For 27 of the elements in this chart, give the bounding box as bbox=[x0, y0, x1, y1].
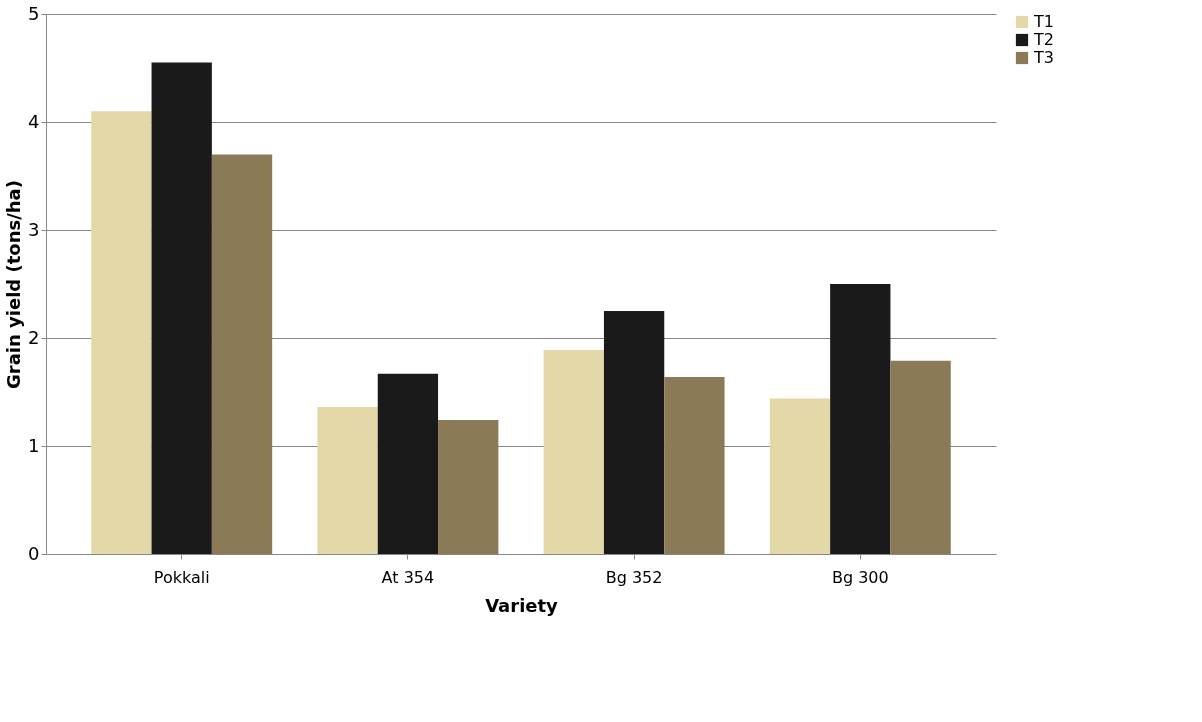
y-tick-label: 1 bbox=[28, 434, 40, 456]
legend-label: T3 bbox=[1033, 48, 1054, 67]
bar bbox=[91, 111, 152, 554]
bar bbox=[769, 398, 831, 554]
y-tick-label: 3 bbox=[28, 218, 40, 240]
x-tick-label: Bg 352 bbox=[605, 567, 663, 587]
bar bbox=[377, 373, 439, 554]
bar bbox=[543, 349, 604, 554]
bar bbox=[664, 376, 725, 554]
legend-label: T2 bbox=[1033, 30, 1054, 49]
x-tick-label: At 354 bbox=[381, 567, 435, 587]
bar bbox=[151, 62, 212, 554]
bar bbox=[890, 360, 951, 554]
y-tick-label: 0 bbox=[28, 542, 40, 564]
bar bbox=[438, 420, 499, 554]
y-tick-label: 5 bbox=[28, 2, 40, 24]
y-tick-label: 4 bbox=[28, 110, 40, 132]
bar bbox=[830, 284, 891, 554]
bar bbox=[603, 311, 665, 554]
x-tick-label: Bg 300 bbox=[831, 567, 889, 587]
legend-label: T1 bbox=[1033, 12, 1054, 31]
y-axis-title: Grain yield (tons/ha) bbox=[3, 180, 25, 389]
bar bbox=[317, 407, 378, 554]
x-axis-title: Variety bbox=[485, 594, 559, 616]
bar bbox=[211, 154, 273, 554]
x-tick-label: Pokkali bbox=[153, 567, 210, 587]
y-tick-label: 2 bbox=[28, 326, 40, 348]
